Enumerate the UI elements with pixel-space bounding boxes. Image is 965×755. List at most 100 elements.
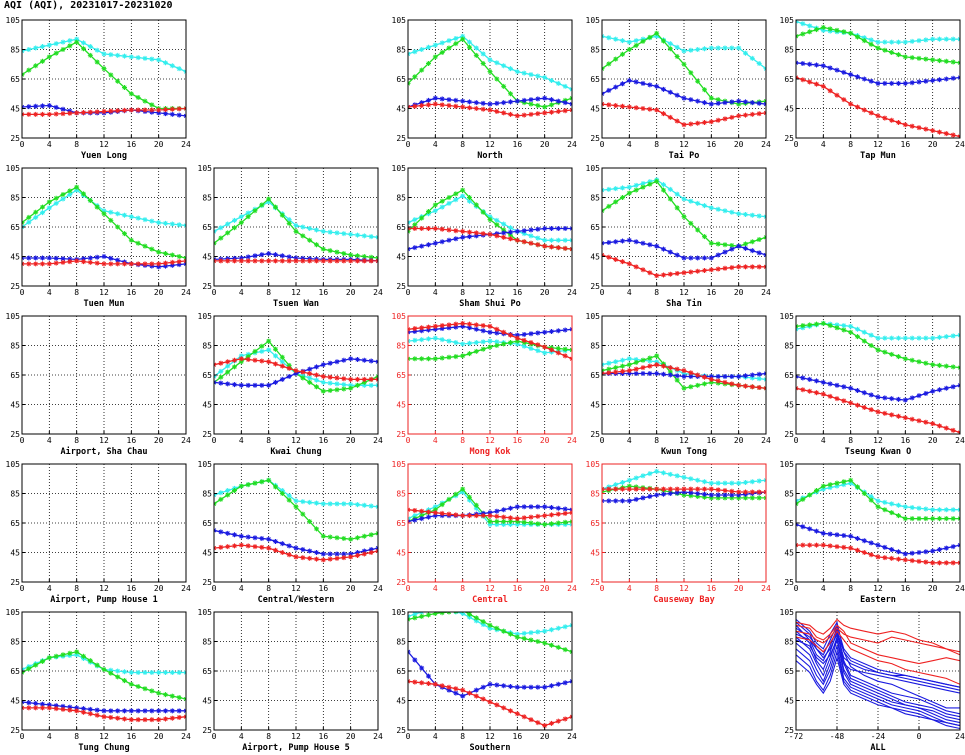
data-point (238, 255, 244, 261)
data-point (40, 210, 45, 216)
y-tick-label: 105 (392, 16, 407, 25)
data-point (480, 209, 486, 215)
data-point (613, 239, 619, 245)
x-tick-label: 0 (20, 288, 25, 297)
data-point (327, 387, 333, 393)
data-point (943, 76, 949, 82)
data-point (555, 237, 561, 243)
data-point (749, 239, 755, 245)
series-line (796, 645, 960, 727)
data-point (889, 555, 895, 561)
data-point (94, 712, 100, 718)
data-point (266, 338, 272, 344)
data-point (626, 237, 632, 243)
data-point (355, 502, 360, 508)
data-point (142, 708, 148, 714)
data-point (855, 402, 860, 408)
data-point (827, 393, 833, 399)
data-point (937, 387, 942, 393)
data-point (473, 52, 479, 58)
data-point (756, 100, 762, 106)
y-tick-label: 25 (784, 134, 794, 143)
data-point (896, 502, 901, 508)
data-point (361, 502, 367, 508)
data-point (521, 331, 527, 337)
data-point (87, 197, 93, 203)
data-point (355, 535, 360, 541)
data-point (494, 100, 500, 106)
data-point (562, 353, 568, 359)
data-point (439, 96, 445, 102)
data-point (176, 66, 182, 72)
data-point (225, 221, 231, 227)
panel-title: Airport, Pump House 5 (242, 742, 349, 753)
data-point (620, 479, 625, 485)
data-point (419, 243, 425, 249)
data-point (654, 83, 660, 89)
x-tick-label: 4 (239, 584, 244, 593)
data-point (729, 373, 735, 379)
series-green (796, 320, 960, 371)
data-point (169, 715, 175, 721)
data-point (674, 54, 680, 60)
data-point (245, 382, 251, 388)
data-point (702, 268, 707, 274)
data-point (902, 80, 908, 86)
data-point (943, 425, 949, 431)
data-point (902, 504, 908, 510)
data-point (348, 382, 354, 388)
data-point (81, 40, 86, 46)
series-green (214, 196, 378, 261)
data-point (279, 212, 285, 218)
data-point (279, 376, 285, 382)
data-point (355, 357, 360, 363)
data-point (514, 98, 520, 104)
data-point (40, 701, 45, 707)
data-point (426, 102, 431, 108)
x-tick-label: 16 (319, 436, 329, 445)
data-point (620, 498, 625, 504)
data-point (820, 63, 826, 69)
data-point (736, 101, 742, 107)
y-tick-label: 85 (396, 342, 406, 351)
data-point (327, 258, 333, 264)
data-point (314, 556, 319, 562)
data-point (654, 33, 660, 39)
data-point (453, 612, 458, 614)
data-point (252, 480, 258, 486)
data-point (606, 360, 612, 366)
data-point (620, 51, 625, 57)
data-point (46, 42, 52, 48)
data-point (814, 378, 819, 384)
data-point (432, 335, 438, 341)
x-tick-label: 4 (239, 436, 244, 445)
x-tick-label: 0 (600, 436, 605, 445)
data-point (814, 390, 819, 396)
data-point (743, 99, 748, 105)
data-point (33, 255, 39, 261)
x-tick-label: 12 (873, 584, 883, 593)
x-tick-label: 24 (373, 732, 383, 741)
data-point (67, 188, 73, 194)
data-point (348, 258, 354, 264)
data-point (514, 519, 520, 525)
y-tick-label: 105 (780, 16, 795, 25)
data-point (896, 120, 901, 126)
data-point (626, 477, 632, 483)
series-line (214, 340, 378, 392)
data-point (334, 381, 340, 387)
data-point (252, 357, 258, 363)
data-point (729, 209, 735, 215)
data-point (508, 225, 513, 231)
x-tick-label: 8 (848, 140, 853, 149)
data-point (368, 376, 374, 382)
data-point (412, 217, 418, 223)
data-point (460, 187, 466, 193)
data-point (820, 391, 826, 397)
data-point (708, 205, 714, 211)
series-line (796, 630, 960, 685)
series-line (796, 634, 960, 721)
data-point (674, 366, 680, 372)
x-tick-label: 12 (679, 140, 689, 149)
